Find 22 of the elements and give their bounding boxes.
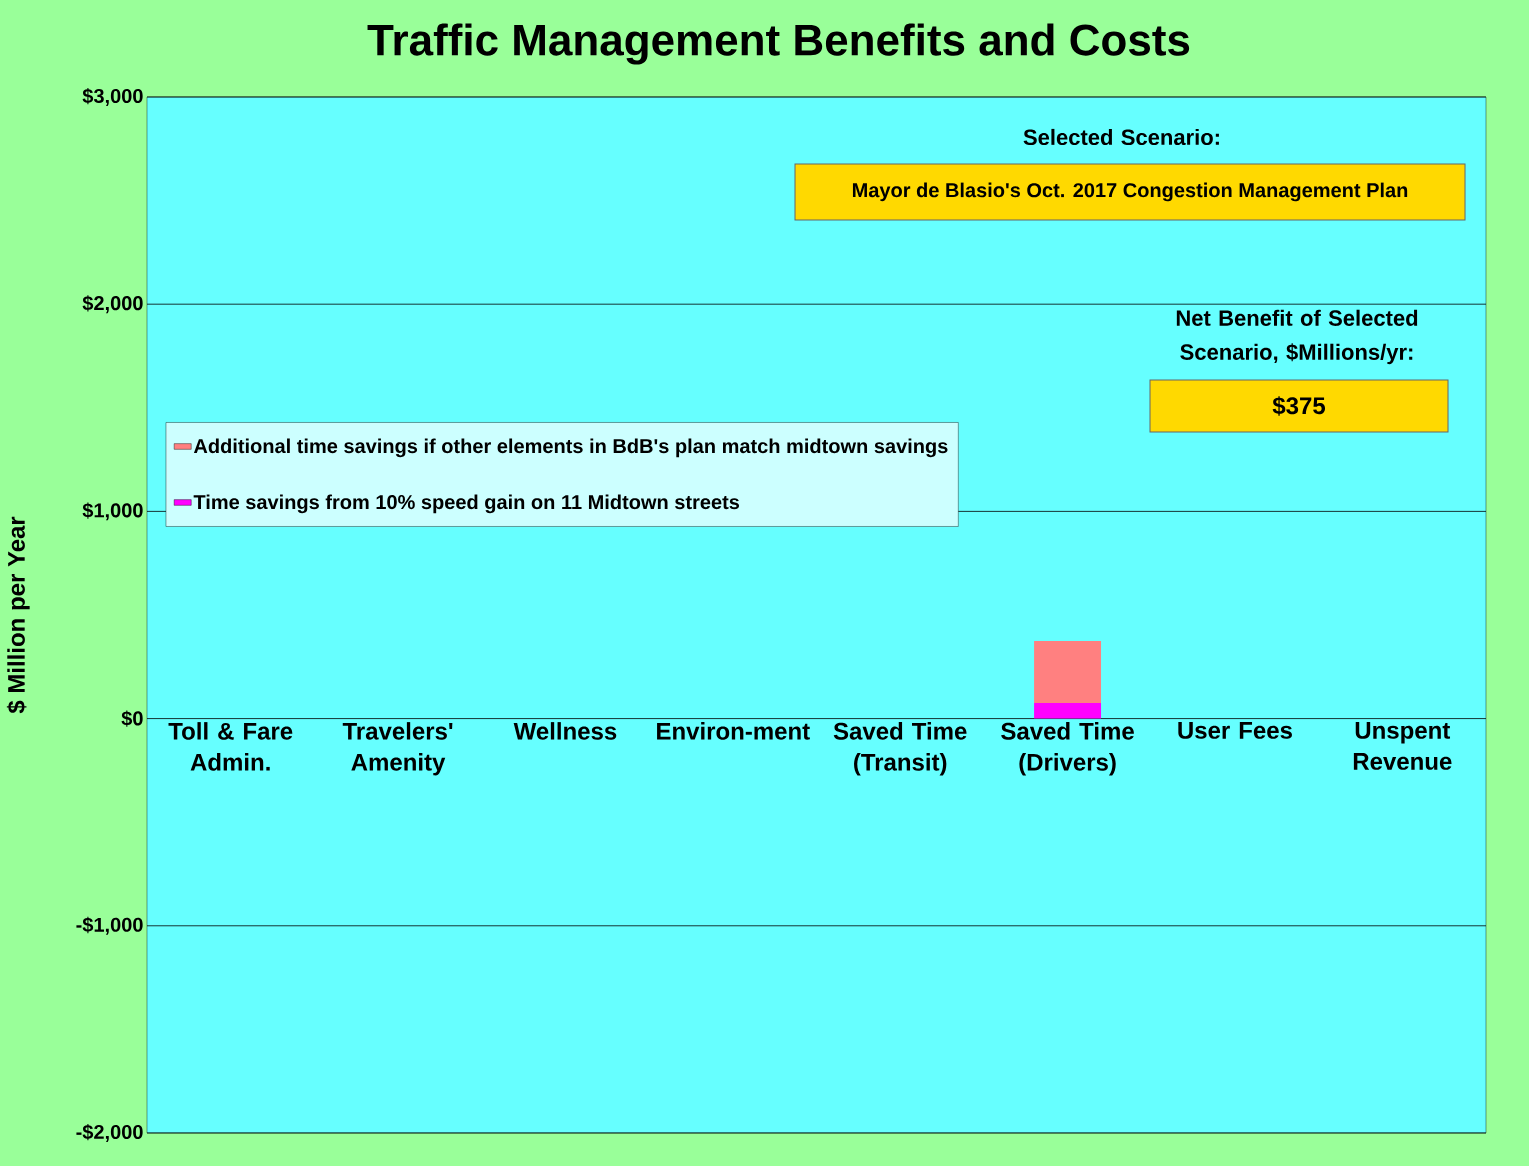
y-tick-label: -$1,000	[76, 916, 143, 935]
annotation: Mayor de Blasio's Oct. 2017 Congestion Management Plan	[852, 182, 1408, 202]
x-tick-label: Wellness	[513, 722, 617, 740]
legend-label: Additional time savings if other elements in BdB's plan match midtown savings	[193, 438, 948, 458]
x-tick-label: Travelers' Amenity	[342, 722, 453, 776]
x-tick-label: Saved Time (Transit)	[833, 722, 967, 776]
x-tick-label: Environ-ment	[657, 722, 810, 740]
annotation: Net Benefit of Selected Scenario, $Millions/yr:	[1176, 309, 1418, 365]
chart-title: Traffic Management Benefits and Costs	[367, 23, 1190, 65]
x-tick-label: Toll & Fare Admin.	[168, 722, 293, 771]
annotation: Selected Scenario:	[1023, 128, 1219, 146]
x-tick-label: Unspent Revenue	[1353, 722, 1452, 770]
x-tick-label: Saved Time (Drivers)	[1001, 722, 1134, 776]
y-tick-label: $0	[121, 710, 143, 727]
legend-label: Time savings from 10% speed gain on 11 Midtown streets	[193, 494, 740, 514]
y-tick-label: $1,000	[82, 502, 143, 521]
y-tick-label: $2,000	[82, 295, 143, 314]
y-axis-title: $ Million per Year	[6, 516, 30, 714]
x-tick-label: User Fees	[1178, 722, 1292, 739]
annotation: $375	[1272, 396, 1326, 416]
y-tick-label: -$2,000	[76, 1124, 143, 1142]
y-tick-label: $3,000	[82, 88, 143, 106]
